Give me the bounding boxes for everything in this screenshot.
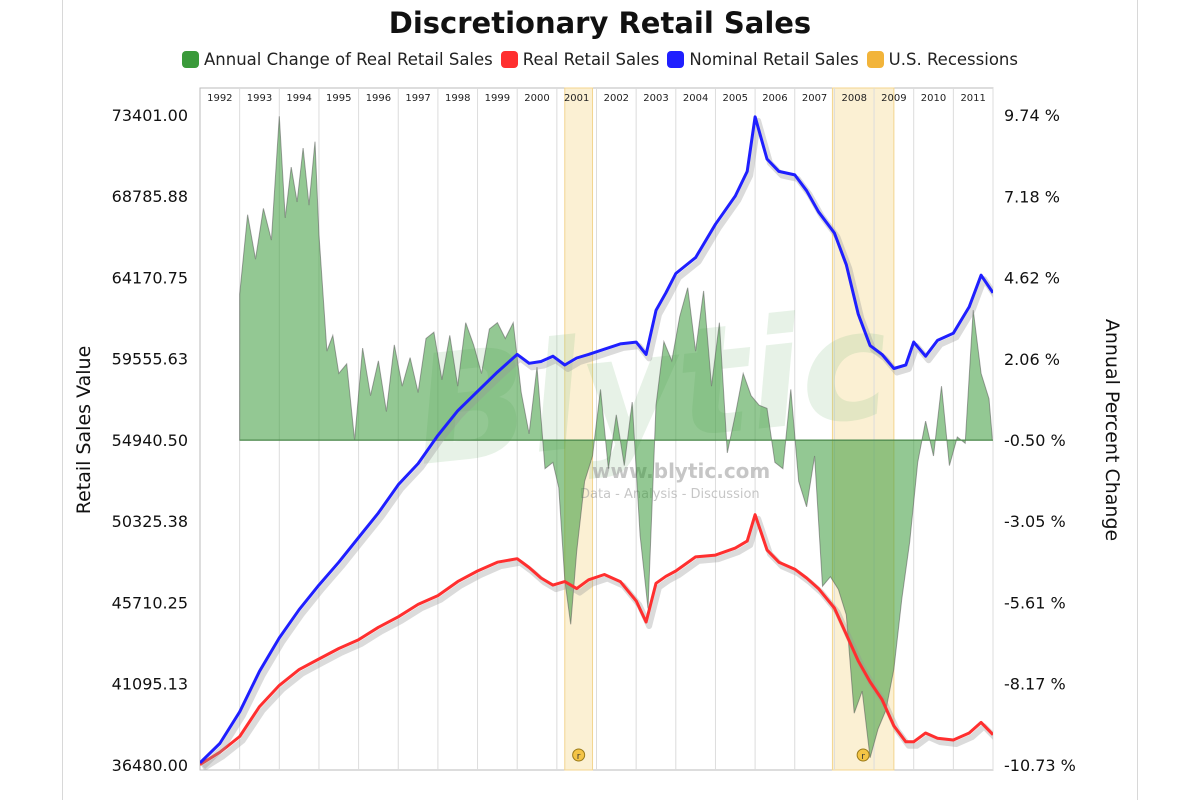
year-label: 2010	[921, 93, 946, 104]
legend-item-nominal-sales[interactable]: Nominal Retail Sales	[667, 50, 859, 69]
year-label: 1994	[286, 93, 311, 104]
year-label: 2011	[960, 93, 985, 104]
year-label: 2003	[643, 93, 668, 104]
year-label: 1992	[207, 93, 232, 104]
left-tick-label: 68785.88	[112, 187, 188, 206]
year-label: 2002	[604, 93, 629, 104]
left-tick-label: 64170.75	[112, 269, 188, 288]
watermark-url: www.blytic.com	[592, 459, 770, 483]
recession-marker	[572, 748, 586, 762]
legend: Annual Change of Real Retail Sales Real …	[0, 50, 1200, 69]
right-tick-label: -10.73 %	[1004, 756, 1076, 775]
sales-lines	[200, 115, 993, 770]
legend-swatch-annual-change	[182, 51, 199, 68]
recession-marker-label: r	[861, 752, 865, 762]
year-label: 1998	[445, 93, 470, 104]
year-label: 1995	[326, 93, 351, 104]
year-label: 2009	[881, 93, 906, 104]
left-tick-label: 54940.50	[112, 431, 188, 450]
real-sales-line	[200, 513, 993, 766]
legend-label-annual-change: Annual Change of Real Retail Sales	[204, 50, 493, 69]
year-label: 2007	[802, 93, 827, 104]
year-label: 1993	[247, 93, 272, 104]
year-label: 2006	[762, 93, 787, 104]
right-tick-label: -3.05 %	[1004, 512, 1066, 531]
year-label: 1999	[485, 93, 510, 104]
legend-label-recessions: U.S. Recessions	[888, 50, 1018, 69]
chart-title: Discretionary Retail Sales	[388, 6, 812, 40]
left-tick-label: 73401.00	[112, 106, 188, 125]
right-axis-ticks: 9.74 % 7.18 % 4.62 % 2.06 % -0.50 % -3.05 % -5…	[1004, 106, 1076, 775]
year-label: 2004	[683, 93, 708, 104]
right-tick-label: -8.17 %	[1004, 675, 1066, 694]
right-tick-label: -5.61 %	[1004, 593, 1066, 612]
legend-item-annual-change[interactable]: Annual Change of Real Retail Sales	[182, 50, 493, 69]
left-axis-title: Retail Sales Value	[73, 346, 95, 515]
left-tick-label: 50325.38	[112, 512, 188, 531]
right-tick-label: 2.06 %	[1004, 350, 1060, 369]
legend-swatch-real-sales	[500, 51, 518, 68]
year-label: 2005	[723, 93, 748, 104]
recession-marker	[856, 748, 870, 762]
year-label: 2000	[524, 93, 549, 104]
year-labels: 1992 1993 1994 1995 1996 1997 1998 1999 2000 2001…	[207, 93, 986, 104]
year-label: 2001	[564, 93, 589, 104]
left-tick-label: 59555.63	[112, 350, 188, 369]
right-tick-label: 7.18 %	[1004, 187, 1060, 206]
annual-change-area	[239, 116, 993, 758]
chart-frame	[62, 0, 1138, 800]
year-label: 1997	[405, 93, 430, 104]
watermark-tagline: Data - Analysis - Discussion	[580, 487, 760, 502]
legend-label-nominal-sales: Nominal Retail Sales	[689, 50, 859, 69]
left-tick-label: 45710.25	[112, 594, 188, 613]
year-label: 2008	[841, 93, 866, 104]
right-tick-label: -0.50 %	[1004, 431, 1066, 450]
recession-band	[564, 87, 594, 771]
recession-marker-label: r	[577, 752, 581, 762]
left-axis-ticks: 73401.00 68785.88 64170.75 59555.63 54940.50…	[112, 106, 188, 775]
annual-change-area-fill	[239, 116, 993, 758]
legend-item-real-sales[interactable]: Real Retail Sales	[500, 50, 660, 69]
year-label: 1996	[366, 93, 391, 104]
left-tick-label: 36480.00	[112, 756, 188, 775]
right-tick-label: 4.62 %	[1004, 269, 1060, 288]
legend-swatch-nominal-sales	[667, 51, 685, 68]
legend-label-real-sales: Real Retail Sales	[522, 50, 660, 69]
right-tick-label: 9.74 %	[1004, 106, 1060, 125]
nominal-sales-line	[200, 115, 993, 764]
legend-item-recessions[interactable]: U.S. Recessions	[866, 50, 1018, 69]
right-axis-title: Annual Percent Change	[1101, 319, 1123, 541]
left-tick-label: 41095.13	[112, 675, 188, 694]
legend-swatch-recessions	[866, 51, 884, 68]
